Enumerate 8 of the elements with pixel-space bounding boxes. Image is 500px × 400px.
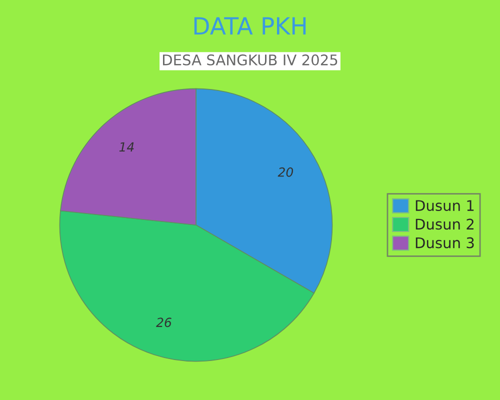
legend-label: Dusun 1 [416,200,474,212]
chart-title: DATA PKH [194,17,306,35]
legend-label: Dusun 2 [416,218,474,230]
data-label: 20 [278,167,294,177]
chart-subtitle: DESA SANGKUB IV 2025 [163,54,338,66]
legend-label: Dusun 3 [416,237,474,248]
data-label: 14 [119,142,134,152]
data-label: 26 [156,318,172,328]
